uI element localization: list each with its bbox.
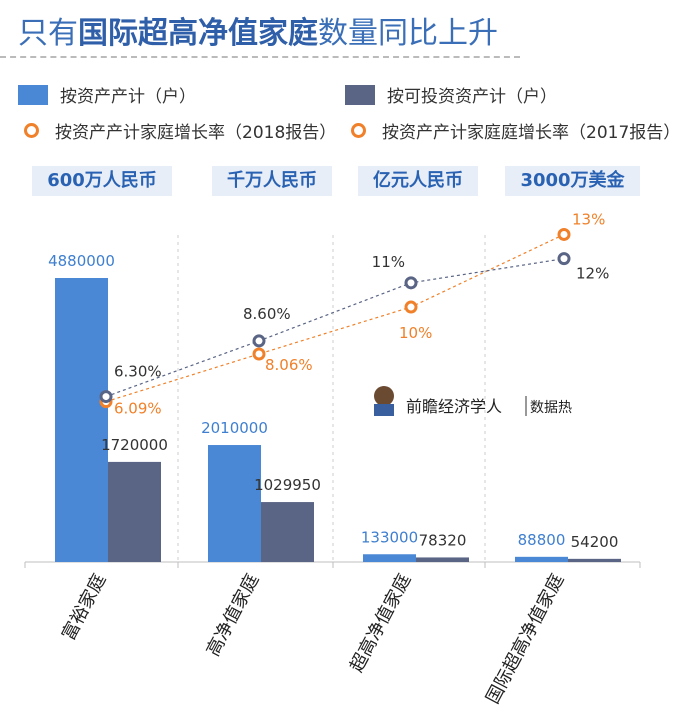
growth-point-2018 (252, 347, 266, 361)
bar-value-label: 54200 (571, 533, 619, 551)
threshold-label: 亿元人民币 (358, 166, 478, 196)
growth-rate-label: 12% (576, 265, 609, 283)
legend-bar-swatch-icon (18, 84, 48, 105)
watermark-name: 前瞻经济学人 (406, 397, 502, 416)
legend-item-investable: 按可投资资产计（户） (345, 82, 557, 107)
bar-assets (363, 554, 416, 562)
legend-label: 按资产产计家庭增长率（2018报告） (55, 123, 337, 143)
growth-line-2017 (105, 258, 565, 398)
watermark-badge: 前瞻经济学人 数据热 (374, 386, 572, 416)
growth-rate-label: 13% (572, 210, 605, 228)
threshold-label: 千万人民币 (212, 166, 332, 196)
growth-point-2017 (557, 252, 571, 266)
avatar-icon (374, 386, 394, 406)
chart-title: 只有国际超高净值家庭数量同比上升 (18, 16, 498, 51)
growth-point-2018 (557, 227, 571, 241)
growth-point-2018 (404, 300, 418, 314)
category-label: 富裕家庭 (58, 570, 110, 643)
growth-point-2017 (99, 390, 113, 404)
growth-rate-label: 11% (372, 253, 405, 271)
avatar-body-icon (374, 404, 394, 416)
growth-rate-label: 10% (399, 324, 432, 342)
bar-value-label: 78320 (419, 531, 467, 549)
bar-value-label: 4880000 (48, 252, 115, 270)
legend-item-growth-2018: 按资产产计家庭增长率（2018报告） (18, 118, 336, 143)
legend-item-growth-2017: 按资产产计家庭庭增长率（2017报告） (345, 118, 680, 143)
legend-label: 按资产产计家庭庭增长率（2017报告） (382, 123, 680, 143)
category-label: 国际超高净值家庭 (482, 570, 568, 707)
watermark-tag: 数据热 (530, 400, 572, 416)
growth-rate-label: 6.09% (114, 400, 162, 418)
legend-label: 按可投资资产计（户） (387, 87, 557, 107)
bar-value-label: 1720000 (101, 436, 168, 454)
title-divider (0, 56, 520, 58)
threshold-label: 3000万美金 (505, 166, 640, 196)
growth-line-2018 (105, 233, 565, 403)
growth-point-2017 (404, 276, 418, 290)
growth-rate-label: 8.60% (243, 305, 291, 323)
legend-ring-icon (24, 123, 39, 138)
bar-investable (416, 557, 469, 562)
legend-item-assets: 按资产产计（户） (18, 82, 196, 107)
threshold-label: 600万人民币 (32, 166, 172, 196)
bar-assets (55, 278, 108, 562)
bar-assets (208, 445, 261, 562)
bar-investable (261, 502, 314, 562)
bar-value-label: 88800 (518, 531, 566, 549)
bar-value-label: 1029950 (254, 476, 321, 494)
bar-investable (108, 461, 161, 562)
growth-rate-label: 6.30% (114, 363, 162, 381)
legend-label: 按资产产计（户） (60, 87, 196, 107)
growth-rate-label: 8.06% (265, 356, 313, 374)
category-label: 高净值家庭 (203, 570, 264, 659)
category-label: 超高净值家庭 (346, 570, 415, 675)
bar-assets (515, 556, 568, 562)
bar-value-label: 2010000 (201, 419, 268, 437)
legend-bar-swatch-icon (345, 84, 375, 105)
legend-ring-icon (351, 123, 366, 138)
growth-point-2017 (252, 334, 266, 348)
bar-investable (568, 558, 621, 562)
bar-value-label: 133000 (361, 528, 418, 546)
